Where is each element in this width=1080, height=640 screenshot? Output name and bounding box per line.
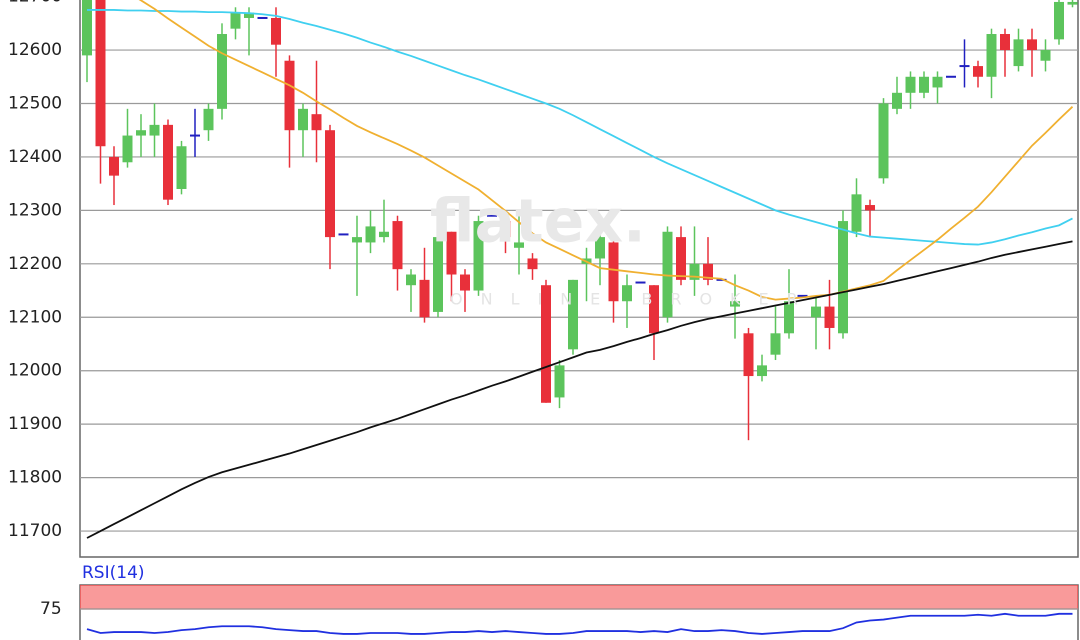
candle-body xyxy=(905,76,916,93)
y-tick-label: 12400 xyxy=(8,147,62,167)
candle-body xyxy=(662,231,673,318)
candle-body xyxy=(878,103,889,179)
candle-body xyxy=(689,263,700,280)
candle-body xyxy=(527,258,538,270)
candle-body xyxy=(163,124,173,200)
candle-body xyxy=(82,0,92,56)
candle-body xyxy=(932,76,943,88)
y-tick-label: 12700 xyxy=(8,0,62,7)
y-tick-label: 12000 xyxy=(8,361,62,381)
plot-area xyxy=(79,0,1079,558)
candle-body xyxy=(514,242,524,248)
candle-body xyxy=(244,12,254,18)
watermark: flatex. xyxy=(430,187,646,257)
rsi-plot xyxy=(80,585,1078,635)
candle-body xyxy=(757,365,767,377)
candle-body xyxy=(1040,50,1051,61)
candle-body xyxy=(622,285,632,302)
candle-body xyxy=(203,108,214,131)
candle-body xyxy=(500,221,511,238)
candle-body xyxy=(230,12,241,29)
candle-body xyxy=(1027,39,1037,51)
main-plot xyxy=(80,0,1078,539)
rsi-title: RSI(14) xyxy=(82,563,145,583)
candle-body xyxy=(568,279,578,350)
candle-body xyxy=(703,263,713,280)
moving-average xyxy=(138,0,1074,301)
candle-body xyxy=(352,237,362,243)
watermark-sub: ONLINE BROKER xyxy=(450,290,816,309)
candle-body xyxy=(811,306,821,318)
candle-body xyxy=(136,130,146,136)
candle-body xyxy=(406,274,416,286)
y-tick-label: 11700 xyxy=(8,521,62,541)
candle-body xyxy=(433,237,443,312)
candle-body xyxy=(838,221,848,334)
candle-body xyxy=(784,301,794,334)
candle-body xyxy=(973,66,983,77)
candle-body xyxy=(298,108,308,131)
candle-body xyxy=(770,333,781,355)
y-tick-label: 12500 xyxy=(8,93,62,113)
candle-body xyxy=(892,92,902,109)
candle-body xyxy=(365,226,376,243)
candle-body xyxy=(919,76,929,93)
candle-body xyxy=(1067,1,1078,5)
candle-body xyxy=(865,205,875,211)
candle-body xyxy=(595,237,605,259)
candle-body xyxy=(122,135,133,163)
candle-body xyxy=(730,301,740,307)
y-tick-label: 11800 xyxy=(8,468,62,488)
candle-body xyxy=(1054,1,1064,40)
candle-body xyxy=(109,156,119,176)
candle-body xyxy=(325,130,335,238)
candle-body xyxy=(1000,34,1010,51)
candle-body xyxy=(271,17,281,45)
rsi-line xyxy=(86,612,1073,635)
candle-body xyxy=(419,279,430,318)
moving-average xyxy=(86,240,1073,539)
candle-body xyxy=(176,146,187,190)
candle-body xyxy=(541,285,551,403)
candle-body xyxy=(649,285,659,334)
candle-body xyxy=(554,365,565,398)
y-tick-label: 12100 xyxy=(8,307,62,327)
y-tick-label: 12200 xyxy=(8,254,62,274)
candle-body xyxy=(608,242,619,302)
y-tick-label: 75 xyxy=(40,599,62,619)
candle-body xyxy=(311,114,322,131)
candle-body xyxy=(824,306,835,328)
candle-body xyxy=(217,34,227,109)
y-tick-label: 12600 xyxy=(8,40,62,60)
moving-average xyxy=(87,9,1073,246)
y-tick-label: 11900 xyxy=(8,414,62,434)
candle-body xyxy=(392,221,403,270)
candle-body xyxy=(1013,39,1024,67)
candle-body xyxy=(95,0,106,147)
candle-body xyxy=(149,124,160,136)
candle-body xyxy=(446,231,457,275)
candle-body xyxy=(379,231,389,238)
overbought-band xyxy=(80,585,1078,610)
candle-body xyxy=(743,333,754,377)
candle-body xyxy=(473,221,484,291)
candle-body xyxy=(460,274,470,291)
candle-body xyxy=(676,237,686,280)
candle-body xyxy=(851,194,862,232)
y-tick-label: 12300 xyxy=(8,200,62,220)
candle-body xyxy=(986,34,997,77)
candle-body xyxy=(284,60,295,131)
